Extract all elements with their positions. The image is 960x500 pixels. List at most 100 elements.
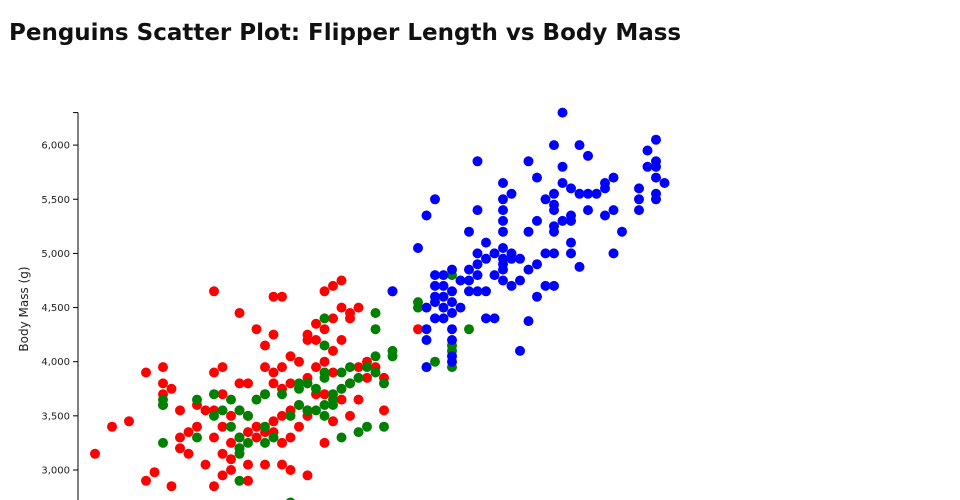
data-point-series-3 (430, 280, 440, 291)
data-point-series-1 (353, 362, 364, 373)
data-point-series-3 (600, 210, 610, 221)
data-point-series-3 (489, 248, 500, 259)
data-point-series-2 (362, 421, 372, 432)
data-point-series-1 (311, 362, 321, 373)
data-point-series-1 (243, 378, 253, 389)
data-point-series-2 (328, 389, 338, 400)
data-point-series-3 (438, 302, 449, 313)
data-point-series-3 (498, 275, 508, 286)
data-point-series-3 (515, 253, 525, 264)
data-point-series-2 (268, 432, 279, 443)
data-point-series-1 (319, 356, 330, 367)
data-point-series-1 (268, 329, 279, 340)
data-point-series-2 (370, 351, 381, 362)
data-point-series-3 (489, 313, 500, 324)
data-point-series-1 (90, 448, 100, 459)
data-point-series-1 (277, 437, 287, 448)
data-point-series-1 (345, 313, 355, 324)
data-point-series-3 (634, 183, 644, 194)
data-point-series-1 (328, 416, 338, 427)
data-point-series-2 (302, 405, 313, 416)
data-point-series-2 (311, 405, 321, 416)
data-point-series-3 (498, 215, 508, 226)
data-point-series-2 (319, 340, 330, 351)
data-point-series-3 (430, 194, 440, 205)
data-point-series-3 (481, 286, 491, 297)
y-tick-label: 5,000 (41, 249, 70, 260)
data-point-series-3 (574, 261, 585, 272)
data-point-series-1 (217, 389, 228, 400)
data-point-series-1 (285, 351, 296, 362)
data-point-series-3 (421, 210, 432, 221)
data-point-series-3 (515, 345, 525, 356)
data-point-series-2 (226, 421, 236, 432)
data-point-series-3 (549, 248, 559, 259)
data-point-series-1 (319, 286, 330, 297)
data-point-series-3 (549, 199, 559, 210)
data-point-series-2 (370, 308, 381, 318)
data-point-series-3 (532, 291, 542, 302)
data-point-series-2 (328, 400, 338, 410)
data-point-series-1 (243, 459, 253, 470)
data-point-series-1 (251, 324, 262, 335)
data-point-series-3 (430, 313, 440, 324)
data-point-series-3 (498, 178, 508, 188)
data-point-series-3 (455, 302, 466, 313)
data-point-series-1 (268, 416, 279, 427)
data-point-series-3 (498, 194, 508, 205)
data-point-series-3 (489, 270, 500, 281)
data-point-series-1 (192, 421, 202, 432)
data-point-series-3 (540, 248, 551, 259)
data-point-series-2 (234, 475, 245, 486)
data-point-series-3 (540, 280, 551, 291)
data-point-series-1 (234, 378, 245, 389)
data-point-series-3 (557, 107, 568, 118)
data-point-series-2 (158, 400, 168, 410)
data-point-series-3 (506, 248, 517, 259)
data-point-series-1 (141, 475, 151, 486)
data-point-series-1 (311, 335, 321, 345)
data-point-series-3 (583, 188, 593, 199)
data-point-series-3 (472, 286, 483, 297)
data-point-series-3 (438, 280, 449, 291)
data-point-series-3 (583, 205, 593, 216)
data-point-series-3 (447, 264, 457, 275)
data-point-series-2 (336, 383, 347, 394)
data-point-series-1 (175, 443, 185, 454)
data-point-series-2 (260, 437, 270, 448)
data-point-series-3 (523, 156, 534, 167)
data-point-series-1 (251, 421, 262, 432)
y-tick-label: 3,500 (41, 411, 70, 422)
data-point-series-1 (124, 416, 134, 427)
data-point-series-3 (532, 215, 542, 226)
data-point-series-2 (353, 372, 364, 383)
data-point-series-3 (447, 308, 457, 318)
data-point-series-3 (540, 194, 551, 205)
data-point-series-3 (608, 205, 619, 216)
data-point-series-3 (642, 161, 653, 172)
data-point-series-2 (285, 410, 296, 421)
data-point-series-3 (591, 188, 602, 199)
data-point-series-1 (319, 437, 330, 448)
data-point-series-3 (421, 302, 432, 313)
data-points (90, 107, 670, 500)
data-point-series-3 (523, 316, 534, 327)
data-point-series-3 (455, 275, 466, 286)
data-point-series-3 (472, 270, 483, 281)
data-point-series-2 (234, 405, 245, 416)
data-point-series-3 (583, 150, 593, 161)
data-point-series-1 (353, 302, 364, 313)
data-point-series-2 (192, 394, 202, 405)
data-point-series-2 (464, 324, 474, 335)
data-point-series-2 (158, 437, 168, 448)
data-point-series-3 (634, 205, 644, 216)
data-point-series-2 (413, 302, 423, 313)
data-point-series-2 (260, 389, 270, 400)
data-point-series-2 (362, 362, 372, 373)
data-point-series-3 (651, 194, 661, 205)
y-axis: 3,000 3,500 4,000 4,500 5,000 5,500 6,000 (41, 112, 79, 500)
data-point-series-3 (566, 248, 576, 259)
data-point-series-2 (370, 324, 381, 335)
data-point-series-1 (243, 475, 253, 486)
